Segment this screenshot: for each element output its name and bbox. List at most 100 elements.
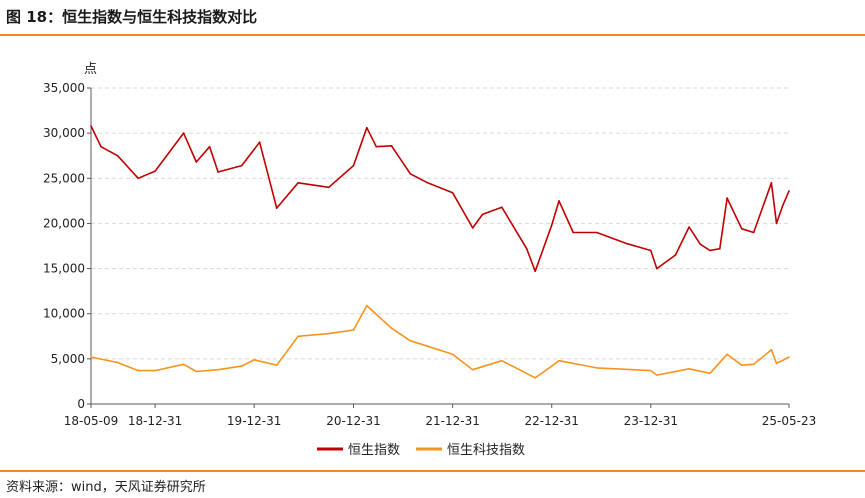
data-point bbox=[137, 369, 139, 372]
data-point bbox=[501, 359, 503, 362]
x-tick-labels: 18-05-09 18-12-31 19-12-31 20-12-31 21-12-31… bbox=[64, 404, 816, 428]
data-point bbox=[182, 363, 185, 366]
data-point bbox=[788, 356, 790, 358]
data-point bbox=[409, 173, 412, 175]
data-point bbox=[390, 327, 393, 330]
y-tick-label: 15,000 bbox=[43, 262, 85, 276]
x-tick-label: 20-12-31 bbox=[326, 414, 380, 428]
data-point bbox=[352, 329, 355, 331]
data-point bbox=[195, 370, 198, 373]
line-chart: 点 0 5,000 10,000 15,000 20,000 25,000 30,000 35… bbox=[43, 62, 816, 458]
data-point bbox=[752, 363, 755, 366]
series-lines bbox=[90, 125, 790, 379]
data-point bbox=[154, 369, 156, 372]
data-point bbox=[775, 362, 778, 365]
figure-title: 图 18：恒生指数与恒生科技指数对比 bbox=[6, 8, 258, 26]
data-point bbox=[534, 270, 536, 273]
top-rule bbox=[0, 34, 865, 36]
x-tick-label: 23-12-31 bbox=[624, 414, 678, 428]
x-tick-label: 19-12-31 bbox=[227, 414, 281, 428]
data-point bbox=[525, 247, 528, 250]
data-point bbox=[650, 369, 652, 372]
data-point bbox=[625, 242, 627, 245]
data-point bbox=[709, 372, 711, 375]
data-point bbox=[253, 359, 255, 361]
data-point bbox=[426, 345, 429, 348]
data-point bbox=[788, 190, 790, 192]
data-point bbox=[558, 200, 560, 202]
data-point bbox=[208, 145, 211, 148]
data-point bbox=[366, 304, 368, 307]
data-point bbox=[116, 154, 119, 157]
data-point bbox=[674, 254, 677, 256]
legend-label-hstech: 恒生科技指数 bbox=[447, 443, 525, 458]
data-point bbox=[752, 231, 755, 234]
legend-item-hstech: 恒生科技指数 bbox=[416, 443, 525, 458]
y-axis-unit-label: 点 bbox=[84, 62, 97, 77]
data-point bbox=[240, 164, 243, 167]
data-point bbox=[471, 227, 474, 229]
data-point bbox=[217, 368, 219, 371]
data-point bbox=[426, 182, 429, 184]
data-point bbox=[366, 126, 368, 129]
data-point bbox=[217, 171, 219, 173]
data-point bbox=[741, 228, 743, 230]
data-point bbox=[297, 335, 299, 338]
data-point bbox=[656, 374, 658, 376]
y-tick-label: 5,000 bbox=[51, 352, 85, 366]
data-point bbox=[258, 141, 261, 143]
data-point bbox=[726, 197, 728, 199]
data-point bbox=[550, 365, 553, 367]
data-point bbox=[688, 368, 690, 370]
legend-item-hsi: 恒生指数 bbox=[317, 443, 400, 458]
data-point bbox=[709, 249, 711, 252]
data-point bbox=[253, 148, 255, 151]
y-tick-labels: 0 5,000 10,000 15,000 20,000 25,000 30,000 35,0… bbox=[43, 81, 91, 411]
data-point bbox=[688, 226, 690, 228]
x-tick-label: 18-12-31 bbox=[128, 414, 182, 428]
data-point bbox=[297, 182, 299, 184]
data-point bbox=[328, 332, 330, 335]
y-tick-label: 0 bbox=[77, 397, 85, 411]
data-point bbox=[650, 249, 652, 252]
data-point bbox=[275, 207, 278, 209]
data-point bbox=[775, 222, 778, 225]
data-point bbox=[328, 186, 330, 189]
data-point bbox=[501, 206, 503, 208]
data-point bbox=[699, 243, 701, 245]
data-point bbox=[471, 368, 474, 371]
data-point bbox=[770, 182, 773, 184]
legend-label-hsi: 恒生指数 bbox=[348, 443, 400, 458]
x-tick-label: 18-05-09 bbox=[64, 414, 118, 428]
y-tick-label: 35,000 bbox=[43, 81, 85, 95]
legend: 恒生指数 恒生科技指数 bbox=[317, 443, 525, 458]
x-tick-label: 22-12-31 bbox=[524, 414, 578, 428]
data-point bbox=[240, 365, 243, 367]
data-point bbox=[782, 204, 784, 207]
series-line-hsi bbox=[90, 125, 790, 273]
data-point bbox=[719, 247, 721, 250]
data-point bbox=[656, 267, 658, 270]
data-point bbox=[481, 213, 484, 216]
series-line-hstech bbox=[90, 304, 790, 379]
y-tick-label: 25,000 bbox=[43, 171, 85, 185]
x-tick-label: 21-12-31 bbox=[425, 414, 479, 428]
data-point bbox=[390, 145, 393, 147]
y-tick-label: 30,000 bbox=[43, 126, 85, 140]
data-point bbox=[137, 177, 139, 180]
data-point bbox=[409, 340, 412, 342]
data-point bbox=[550, 224, 553, 226]
data-point bbox=[451, 353, 454, 356]
x-tick-label: 25-05-23 bbox=[762, 414, 816, 428]
data-point bbox=[596, 367, 598, 369]
data-point bbox=[534, 377, 536, 379]
data-point bbox=[100, 145, 102, 148]
data-point bbox=[182, 132, 185, 134]
data-point bbox=[770, 349, 773, 351]
data-point bbox=[375, 145, 378, 148]
data-point bbox=[572, 231, 574, 234]
data-point bbox=[116, 361, 119, 364]
source-note: 资料来源：wind，天风证券研究所 bbox=[6, 480, 206, 495]
data-point bbox=[558, 359, 560, 362]
data-point bbox=[275, 364, 278, 367]
